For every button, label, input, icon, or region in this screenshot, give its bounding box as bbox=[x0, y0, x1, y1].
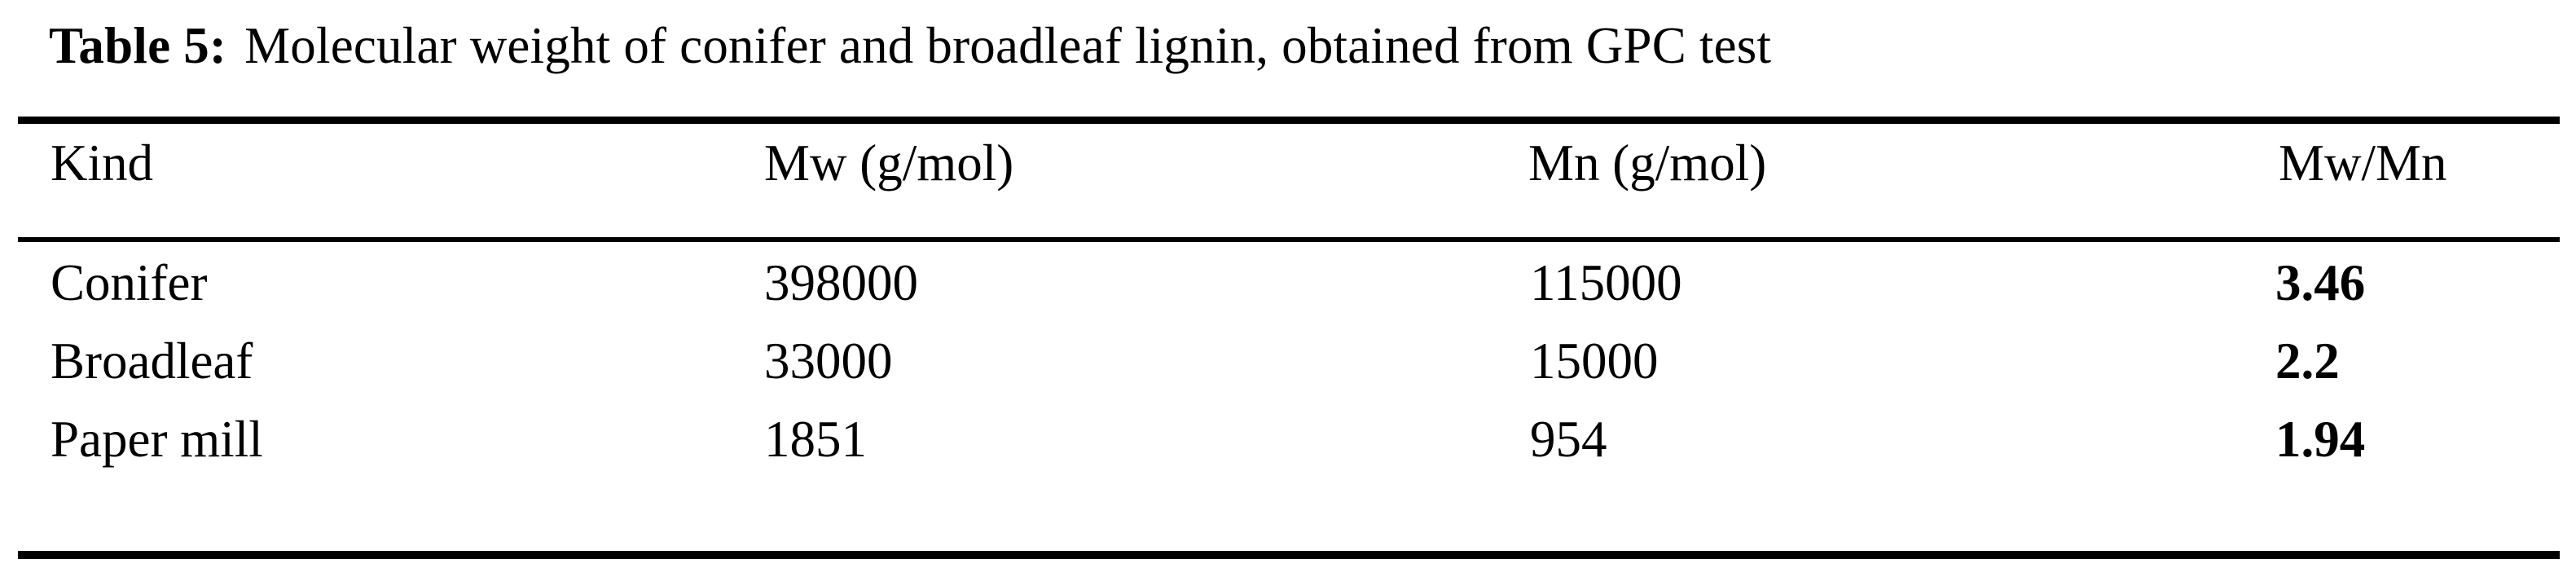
table-row: Paper mill 1851 954 1.94 bbox=[0, 400, 2576, 478]
cell-mw: 33000 bbox=[764, 332, 893, 390]
cell-kind: Broadleaf bbox=[51, 332, 253, 390]
table-row: Conifer 398000 115000 3.46 bbox=[0, 244, 2576, 322]
cell-mw: 1851 bbox=[764, 411, 867, 468]
cell-mw: 398000 bbox=[764, 254, 918, 311]
table-bottom-rule bbox=[18, 551, 2560, 559]
caption-text: Molecular weight of conifer and broadlea… bbox=[244, 17, 1772, 74]
table-caption: Table 5: Molecular weight of conifer and … bbox=[49, 2, 2558, 90]
cell-ratio: 1.94 bbox=[2275, 411, 2366, 468]
cell-mn: 15000 bbox=[1530, 332, 1659, 390]
column-header-ratio: Mw/Mn bbox=[2279, 134, 2447, 192]
cell-kind: Paper mill bbox=[51, 411, 263, 468]
table-row: Broadleaf 33000 15000 2.2 bbox=[0, 322, 2576, 400]
cell-ratio: 2.2 bbox=[2275, 332, 2340, 390]
caption-label: Table 5: bbox=[49, 17, 227, 74]
cell-kind: Conifer bbox=[51, 254, 208, 311]
cell-mn: 115000 bbox=[1530, 254, 1682, 311]
table-top-rule bbox=[18, 117, 2560, 124]
cell-ratio: 3.46 bbox=[2275, 254, 2366, 311]
table-header-rule bbox=[18, 237, 2560, 242]
table-header-row: Kind Mw (g/mol) Mn (g/mol) Mw/Mn bbox=[0, 124, 2576, 202]
column-header-kind: Kind bbox=[51, 134, 153, 192]
column-header-mw: Mw (g/mol) bbox=[764, 134, 1014, 192]
column-header-mn: Mn (g/mol) bbox=[1528, 134, 1767, 192]
cell-mn: 954 bbox=[1530, 411, 1607, 468]
